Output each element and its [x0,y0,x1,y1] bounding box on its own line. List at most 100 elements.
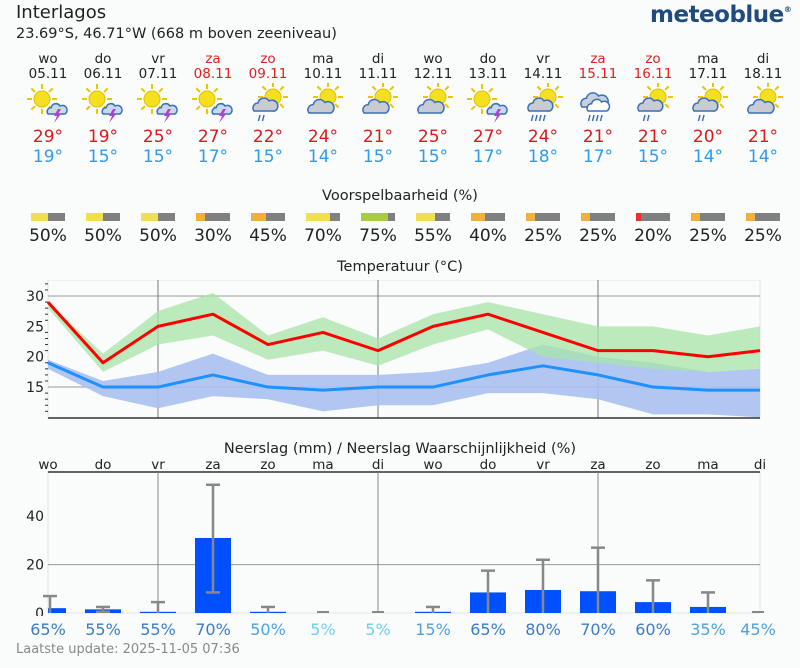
predictability-value: 50% [84,226,122,246]
day-name: di [371,51,385,67]
temp-max: 21° [747,127,779,147]
temp-min: 14° [692,147,724,167]
predictability-value: 70% [304,226,342,246]
predictability-value: 20% [634,226,672,246]
precip-day-label: vr [151,457,165,473]
temp-max: 27° [197,127,229,147]
partly-cloudy-rain-icon [527,83,563,122]
precip-day-label: zo [260,457,275,473]
brand-logo[interactable]: meteoblue® [650,2,792,28]
precip-probability: 55% [140,620,176,639]
temp-max: 19° [87,127,119,147]
temp-min: 17° [472,147,504,167]
sun-thunderstorm-icon [192,84,233,123]
temp-min: 15° [362,147,394,167]
temp-min: 15° [87,147,119,167]
precip-day-label: do [95,457,112,473]
predictability-value: 25% [744,226,782,246]
day-date: 18.11 [743,66,783,82]
temp-min: 15° [637,147,669,167]
y-tick-label: 20 [26,350,44,366]
precip-probability: 15% [415,620,451,639]
y-tick-label: 25 [26,319,44,335]
precip-day-label: di [754,457,766,473]
precip-day-label: za [590,457,605,473]
predictability-bar [636,213,670,221]
temp-min: 14° [747,147,779,167]
predictability-bar-fill [86,213,103,221]
temp-max: 21° [637,127,669,147]
precip-probability: 65% [30,620,66,639]
last-update: Laatste update: 2025-11-05 07:36 [16,642,240,657]
precip-day-label: wo [38,457,57,473]
precipitation-chart: wo do vr za zo ma di wo do vr za zo ma di 0 20 40 [26,457,766,616]
day-date: 16.11 [633,66,673,82]
predictability-bar [141,213,175,221]
temp-min: 17° [582,147,614,167]
day-name: zo [260,51,276,67]
y-tick-label: 15 [26,380,44,396]
predictability-value: 40% [469,226,507,246]
temperature-chart: 15 20 25 30 [26,280,761,419]
partly-cloudy-light-rain-icon [637,83,673,122]
temp-min: 15° [417,147,449,167]
day-name: ma [312,51,334,67]
predictability-value: 50% [139,226,177,246]
y-tick-label: 40 [26,509,44,525]
temp-max: 29° [32,127,64,147]
temp-min: 19° [32,147,64,167]
precip-day-label: ma [697,457,718,473]
predictability-value: 30% [194,226,232,246]
predictability-bar-fill [581,213,590,221]
day-date: 10.11 [303,66,343,82]
predictability-bar-fill [306,213,330,221]
cloudy-rain-icon [580,92,611,122]
predictability-bar [691,213,725,221]
partly-cloudy-icon [362,83,398,114]
temp-min: 15° [252,147,284,167]
predictability-bar [86,213,120,221]
temp-min: 18° [527,147,559,167]
precip-day-label: za [205,457,220,473]
predictability-bar [526,213,560,221]
sun-thunderstorm-icon [467,84,508,123]
day-name: ma [697,51,719,67]
predictability-value: 25% [689,226,727,246]
predictability-value: 45% [249,226,287,246]
partly-cloudy-icon [307,83,343,114]
location-title: Interlagos [16,2,107,23]
precip-day-label: di [372,457,384,473]
temp-max: 24° [307,127,339,147]
day-date: 06.11 [83,66,123,82]
predictability-bar-fill [196,213,205,221]
precip-probability: 5% [310,620,336,639]
predictability-title: Voorspelbaarheid (%) [322,188,478,204]
precip-day-label: ma [312,457,333,473]
precip-title: Neerslag (mm) / Neerslag Waarschijnlijkh… [223,441,577,457]
predictability-bar [31,213,65,221]
day-date: 12.11 [413,66,453,82]
predictability-bar-fill [471,213,485,221]
precip-probability: 50% [250,620,286,639]
day-name: vr [151,51,165,67]
precip-bar [48,608,66,613]
predictability-bar [471,213,505,221]
day-date: 05.11 [28,66,68,82]
predictability-bar-fill [141,213,158,221]
day-name: vr [536,51,550,67]
predictability-bar-fill [526,213,535,221]
predictability-bar [416,213,450,221]
precip-day-label: vr [536,457,550,473]
sun-thunderstorm-icon [27,84,68,123]
predictability-bar-fill [31,213,48,221]
predictability-bar-fill [636,213,641,221]
tmin-line [47,361,760,392]
day-name: do [94,51,112,67]
temp-max: 24° [527,127,559,147]
temp-max: 27° [472,127,504,147]
predictability-bar-fill [361,213,388,221]
day-name: di [756,51,770,67]
day-date: 14.11 [523,66,563,82]
brand-logo-mark: ® [783,5,792,14]
precip-probability: 65% [470,620,506,639]
